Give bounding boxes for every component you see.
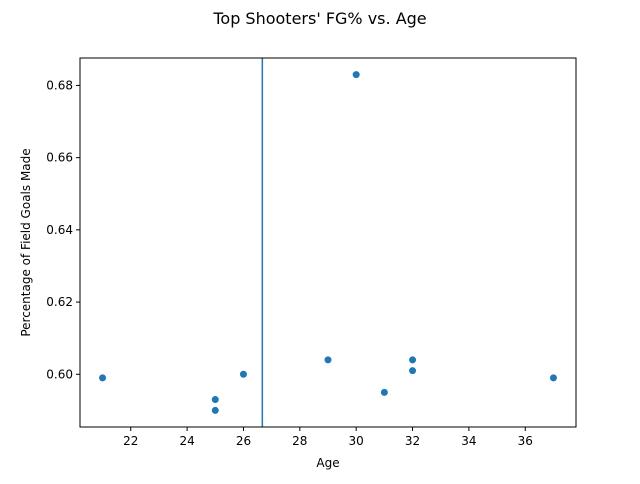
x-tick-label: 36	[518, 434, 533, 448]
x-tick-label: 34	[461, 434, 476, 448]
data-point	[211, 406, 219, 414]
data-point	[99, 374, 107, 382]
y-axis-label: Percentage of Field Goals Made	[19, 148, 33, 336]
x-axis-label: Age	[316, 456, 339, 470]
x-tick-label: 24	[179, 434, 194, 448]
y-tick-label: 0.64	[46, 223, 73, 237]
x-tick-label: 30	[349, 434, 364, 448]
plot-layer	[99, 58, 557, 427]
x-tick-label: 22	[123, 434, 138, 448]
plot-frame	[79, 57, 577, 428]
data-point	[380, 388, 388, 396]
x-tick-label: 28	[292, 434, 307, 448]
data-point	[239, 370, 247, 378]
y-tick-label: 0.60	[46, 367, 73, 381]
y-tick-label: 0.68	[46, 78, 73, 92]
data-point	[352, 71, 360, 79]
x-axis-ticks: 22 24 26 28 30 32 34 36	[123, 427, 533, 448]
x-tick-label: 32	[405, 434, 420, 448]
chart-title: Top Shooters' FG% vs. Age	[212, 9, 426, 28]
y-tick-label: 0.66	[46, 151, 73, 165]
data-point	[549, 374, 557, 382]
data-point	[324, 356, 332, 364]
data-point	[211, 396, 219, 404]
x-tick-label: 26	[236, 434, 251, 448]
y-axis-ticks: 0.60 0.62 0.64 0.66 0.68	[46, 78, 80, 381]
data-point	[409, 367, 417, 375]
data-point	[409, 356, 417, 364]
y-tick-label: 0.62	[46, 295, 73, 309]
